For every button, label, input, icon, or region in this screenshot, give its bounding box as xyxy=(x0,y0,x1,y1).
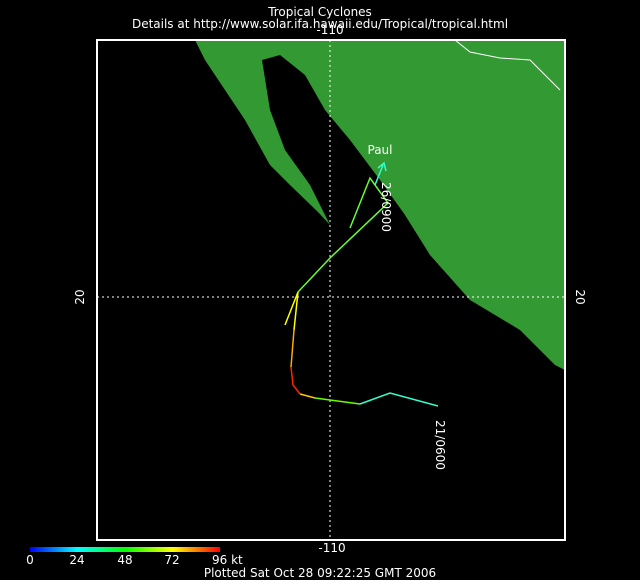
border xyxy=(454,39,561,91)
grid-label: 20 xyxy=(73,289,87,304)
subtitle: Details at http://www.solar.ifa.hawaii.e… xyxy=(132,17,508,31)
storm-name: Paul xyxy=(368,143,393,157)
colorbar xyxy=(30,547,220,552)
colorbar-label: 0 xyxy=(26,553,34,567)
grid-label: -110 xyxy=(318,541,345,555)
land xyxy=(195,40,565,370)
date-label: 26/0900 xyxy=(379,182,393,232)
colorbar-label: 72 xyxy=(164,553,179,567)
colorbar-label: 96 kt xyxy=(212,553,243,567)
grid-label: -110 xyxy=(316,23,343,37)
map-frame xyxy=(96,39,566,541)
title: Tropical Cyclones xyxy=(267,5,372,19)
footer: Plotted Sat Oct 28 09:22:25 GMT 2006 xyxy=(204,566,436,580)
grid-label: 20 xyxy=(573,289,587,304)
map: Paul 26/0900 21/0600 xyxy=(96,39,566,541)
date-label: 21/0600 xyxy=(433,420,447,470)
track xyxy=(284,161,439,407)
colorbar-label: 24 xyxy=(69,553,84,567)
colorbar-label: 48 xyxy=(117,553,132,567)
